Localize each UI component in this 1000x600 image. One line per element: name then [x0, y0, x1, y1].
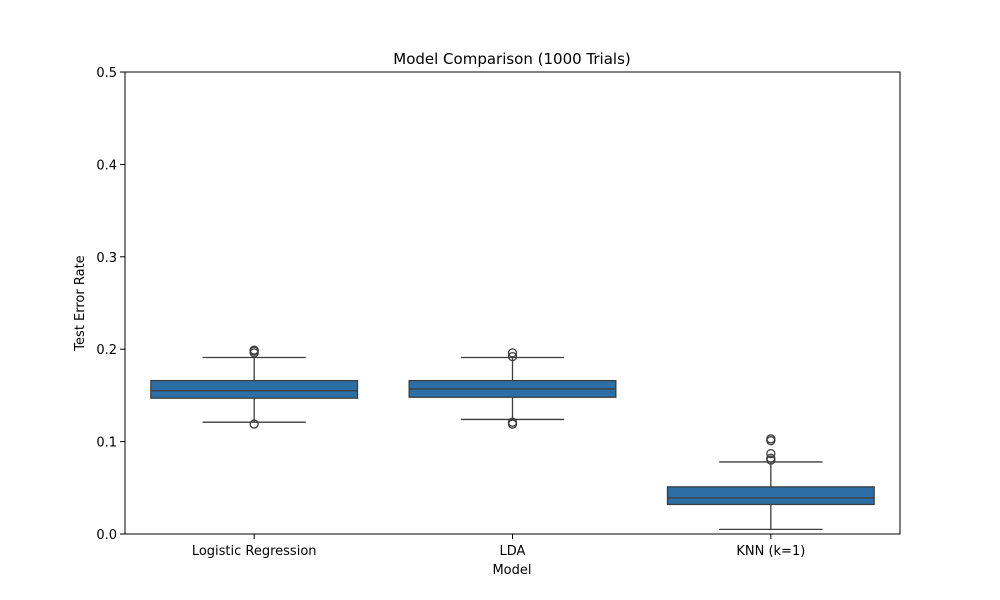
y-tick-label: 0.0: [96, 528, 117, 543]
plot-frame: [124, 71, 901, 535]
y-tick-label: 0.2: [96, 343, 117, 358]
x-tick-label: Logistic Regression: [192, 544, 317, 559]
box-group: [408, 348, 617, 429]
boxes-layer: [150, 345, 875, 531]
outlier-point: [766, 434, 776, 444]
y-tick-label: 0.4: [96, 158, 117, 173]
outlier-point: [507, 351, 518, 362]
y-axis: 0.0 0.1 0.2 0.3 0.4 0.5: [96, 66, 125, 543]
y-axis-label: Test Error Rate: [73, 255, 88, 351]
outlier-point: [766, 453, 776, 463]
iqr-box: [150, 379, 359, 399]
outlier-point: [249, 345, 259, 355]
outlier-point: [249, 419, 259, 429]
x-axis-label: Model: [492, 563, 531, 578]
x-tick-label: LDA: [500, 544, 526, 559]
y-tick-label: 0.3: [96, 251, 117, 266]
outlier-point: [766, 448, 776, 459]
y-tick-label: 0.1: [96, 436, 117, 451]
outlier-point: [507, 417, 518, 427]
y-tick-label: 0.5: [96, 66, 117, 81]
x-tick-label: KNN (k=1): [736, 544, 805, 559]
iqr-box: [666, 486, 875, 506]
outlier-point: [507, 348, 518, 358]
box-group: [666, 434, 875, 531]
x-axis: Logistic Regression LDA KNN (k=1): [192, 534, 805, 559]
box-group: [150, 345, 359, 429]
chart-title: Model Comparison (1000 Trials): [393, 50, 631, 68]
